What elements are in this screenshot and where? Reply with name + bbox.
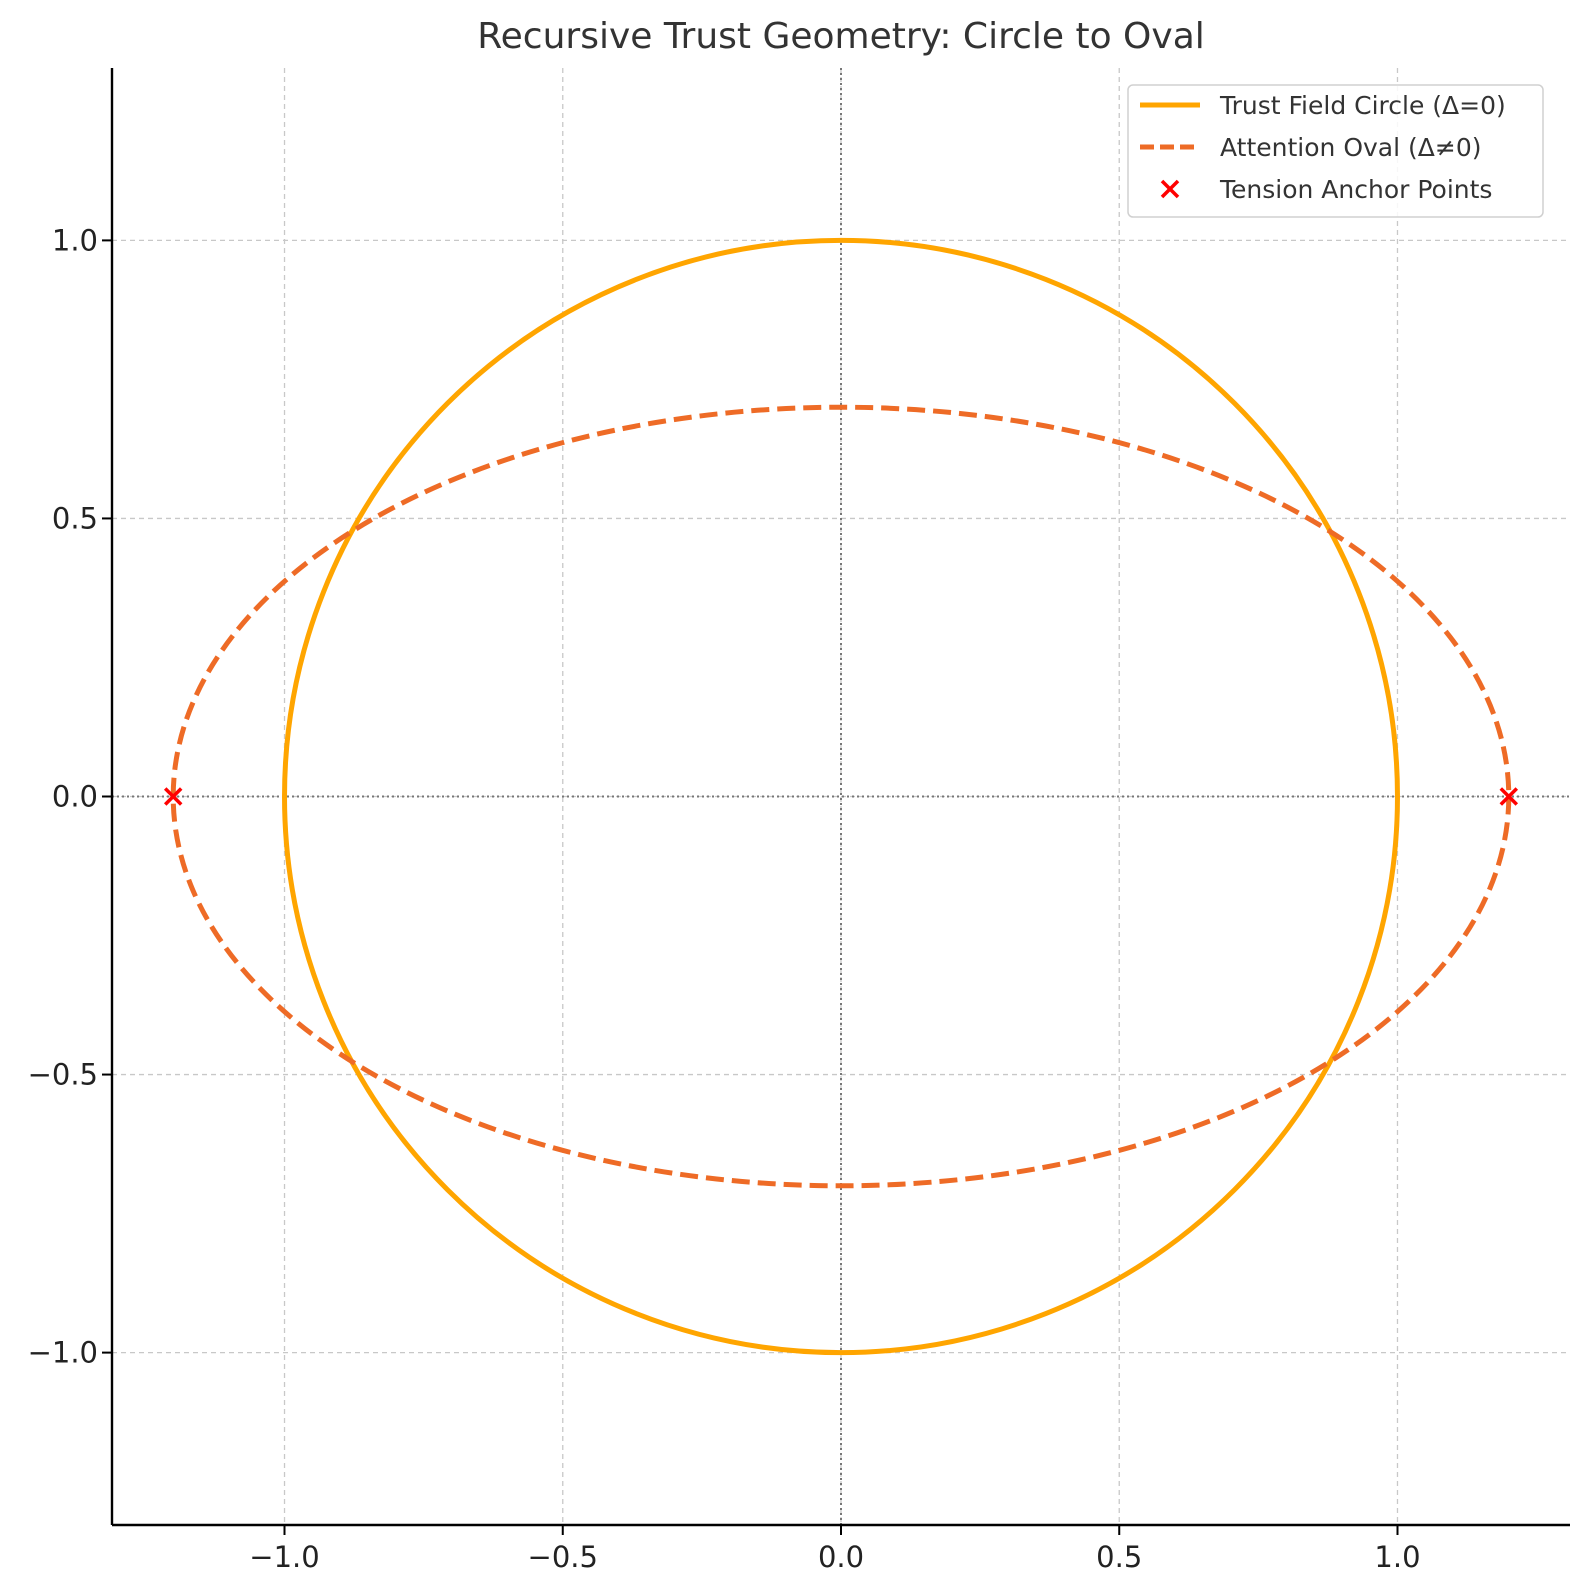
chart-title: Recursive Trust Geometry: Circle to Oval <box>477 16 1205 57</box>
ticks-layer: −1.0 −0.5 0.0 0.5 1.0 −1.0 −0.5 0.0 0.5 1.0 <box>28 223 1421 1574</box>
x-tick-label: 0.0 <box>818 1540 864 1574</box>
legend-label: Trust Field Circle (Δ=0) <box>1219 91 1506 120</box>
y-tick-label: −0.5 <box>28 1058 98 1092</box>
tension-anchor-point <box>163 787 183 806</box>
x-tick-label: 1.0 <box>1374 1540 1420 1574</box>
y-tick-label: 0.0 <box>52 780 98 814</box>
x-tick-label: −1.0 <box>249 1540 319 1574</box>
x-tick-label: −0.5 <box>528 1540 598 1574</box>
y-tick-label: 0.5 <box>52 501 98 535</box>
legend-swatch-marker <box>1160 179 1180 199</box>
legend: Trust Field Circle (Δ=0) Attention Oval (… <box>1127 84 1544 218</box>
legend-marker-stroke <box>1160 179 1180 199</box>
reference-lines <box>112 68 1570 1525</box>
legend-label: Tension Anchor Points <box>1219 175 1492 204</box>
trust-field-circle-line <box>282 237 1400 1356</box>
legend-label: Attention Oval (Δ≠0) <box>1220 133 1481 162</box>
x-tick-label: 0.5 <box>1096 1540 1142 1574</box>
series-layer <box>163 237 1519 1356</box>
y-tick-label: 1.0 <box>52 223 98 257</box>
y-tick-label: −1.0 <box>28 1336 98 1370</box>
anchor-marker-stroke <box>1499 787 1519 806</box>
anchor-marker-stroke <box>163 787 183 806</box>
legend-box <box>1127 84 1544 218</box>
tension-anchor-point <box>1499 787 1519 806</box>
